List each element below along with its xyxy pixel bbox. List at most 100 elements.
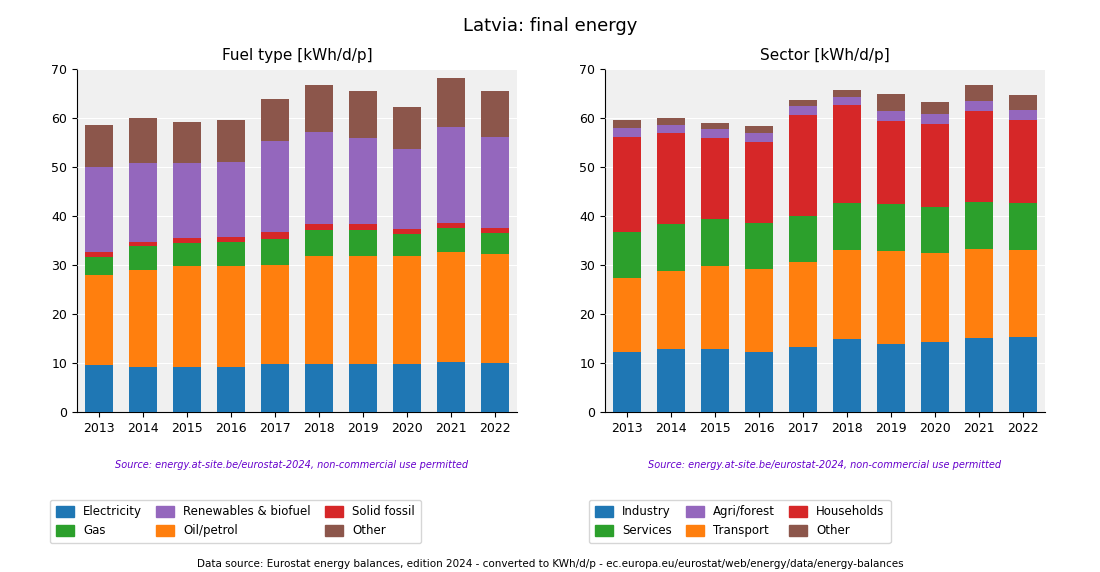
Bar: [657, 349, 685, 412]
Bar: [305, 230, 333, 256]
Bar: [393, 229, 421, 235]
Bar: [129, 242, 157, 246]
Bar: [789, 216, 817, 263]
Bar: [85, 257, 113, 275]
Bar: [745, 142, 773, 223]
Bar: [173, 238, 201, 243]
Bar: [217, 162, 245, 237]
Bar: [657, 118, 685, 125]
Bar: [745, 223, 773, 269]
Bar: [129, 367, 157, 412]
Bar: [1009, 110, 1037, 120]
Bar: [85, 252, 113, 257]
Bar: [217, 367, 245, 412]
Bar: [833, 339, 861, 412]
Bar: [833, 90, 861, 97]
Text: Latvia: final energy: Latvia: final energy: [463, 17, 637, 35]
Bar: [789, 263, 817, 347]
Bar: [965, 112, 993, 202]
Bar: [393, 107, 421, 149]
Bar: [701, 138, 729, 219]
Bar: [437, 362, 465, 412]
Bar: [789, 347, 817, 412]
Bar: [393, 149, 421, 229]
Bar: [921, 114, 949, 124]
Bar: [613, 120, 641, 129]
Bar: [305, 256, 333, 364]
Bar: [965, 249, 993, 338]
Bar: [877, 94, 905, 112]
Bar: [481, 137, 509, 228]
Bar: [877, 121, 905, 204]
Legend: Industry, Services, Agri/forest, Transport, Households, Other: Industry, Services, Agri/forest, Transpo…: [588, 499, 891, 543]
Bar: [173, 122, 201, 163]
Bar: [1009, 120, 1037, 203]
Bar: [173, 266, 201, 367]
Bar: [85, 366, 113, 412]
Legend: Electricity, Gas, Renewables & biofuel, Oil/petrol, Solid fossil, Other: Electricity, Gas, Renewables & biofuel, …: [50, 499, 421, 543]
Bar: [965, 338, 993, 412]
Text: Source: energy.at-site.be/eurostat-2024, non-commercial use permitted: Source: energy.at-site.be/eurostat-2024,…: [114, 460, 469, 470]
Bar: [921, 124, 949, 207]
Bar: [481, 254, 509, 363]
Bar: [921, 102, 949, 114]
Title: Fuel type [kWh/d/p]: Fuel type [kWh/d/p]: [222, 48, 372, 63]
Bar: [921, 253, 949, 341]
Bar: [305, 224, 333, 230]
Bar: [701, 123, 729, 129]
Bar: [1009, 337, 1037, 412]
Bar: [349, 230, 377, 256]
Bar: [833, 97, 861, 105]
Bar: [261, 141, 289, 232]
Bar: [965, 101, 993, 112]
Bar: [85, 125, 113, 166]
Bar: [657, 224, 685, 271]
Bar: [657, 133, 685, 224]
Bar: [877, 251, 905, 344]
Bar: [217, 120, 245, 162]
Bar: [877, 112, 905, 121]
Bar: [129, 163, 157, 242]
Bar: [261, 364, 289, 412]
Bar: [789, 100, 817, 106]
Bar: [305, 85, 333, 132]
Title: Sector [kWh/d/p]: Sector [kWh/d/p]: [760, 48, 890, 63]
Bar: [701, 219, 729, 266]
Bar: [657, 125, 685, 133]
Bar: [481, 91, 509, 137]
Bar: [173, 367, 201, 412]
Bar: [745, 133, 773, 142]
Bar: [877, 344, 905, 412]
Bar: [745, 269, 773, 352]
Bar: [261, 239, 289, 265]
Bar: [437, 252, 465, 362]
Bar: [305, 364, 333, 412]
Bar: [789, 115, 817, 216]
Bar: [393, 235, 421, 256]
Bar: [1009, 95, 1037, 110]
Bar: [789, 106, 817, 115]
Bar: [833, 250, 861, 339]
Bar: [745, 352, 773, 412]
Bar: [217, 242, 245, 266]
Bar: [305, 132, 333, 224]
Bar: [261, 99, 289, 141]
Bar: [1009, 203, 1037, 249]
Bar: [349, 256, 377, 364]
Bar: [349, 138, 377, 224]
Bar: [85, 275, 113, 366]
Bar: [833, 204, 861, 250]
Text: Data source: Eurostat energy balances, edition 2024 - converted to KWh/d/p - ec.: Data source: Eurostat energy balances, e…: [197, 559, 903, 569]
Bar: [129, 118, 157, 163]
Bar: [701, 349, 729, 412]
Bar: [437, 223, 465, 228]
Bar: [129, 269, 157, 367]
Bar: [85, 166, 113, 252]
Bar: [613, 232, 641, 278]
Bar: [613, 129, 641, 137]
Bar: [965, 85, 993, 101]
Bar: [437, 78, 465, 128]
Bar: [657, 271, 685, 349]
Bar: [349, 364, 377, 412]
Bar: [1009, 249, 1037, 337]
